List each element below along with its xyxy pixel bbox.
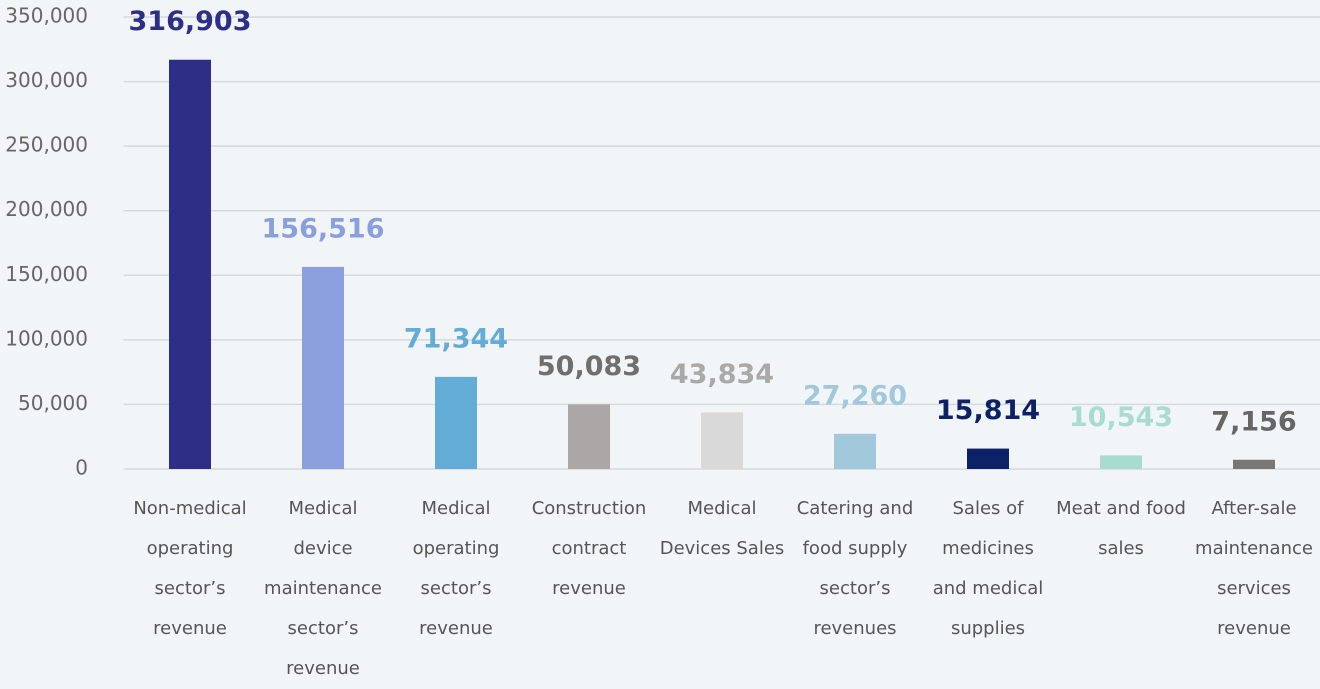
chart: 0 50,000 100,000 150,000 200,000 250,000 300,0… bbox=[5, 4, 1320, 480]
value-label: 15,814 bbox=[936, 395, 1040, 426]
bar bbox=[701, 412, 743, 469]
y-tick-label: 50,000 bbox=[18, 391, 88, 415]
value-label: 50,083 bbox=[537, 351, 641, 382]
x-tick-label: Construction contract revenue bbox=[531, 498, 647, 599]
x-tick-label: Sales of medicines and medical supplies bbox=[932, 498, 1044, 639]
value-label: 156,516 bbox=[262, 213, 385, 244]
x-tick-label: Meat and food sales bbox=[1056, 498, 1186, 559]
x-tick-label: Medical Devices Sales bbox=[659, 498, 785, 559]
bar bbox=[967, 448, 1009, 469]
bar bbox=[568, 404, 610, 469]
bar bbox=[302, 266, 344, 469]
bar bbox=[1233, 459, 1275, 469]
value-label: 10,543 bbox=[1069, 402, 1173, 433]
bar bbox=[834, 433, 876, 469]
y-tick-label: 250,000 bbox=[5, 133, 88, 157]
y-tick-label: 200,000 bbox=[5, 197, 88, 221]
value-label: 27,260 bbox=[803, 380, 907, 411]
value-label: 7,156 bbox=[1211, 406, 1296, 437]
y-tick-label: 0 bbox=[75, 456, 88, 480]
bar bbox=[169, 59, 211, 470]
x-tick-label: Non-medical operating sector’s revenue bbox=[133, 498, 247, 639]
bar bbox=[435, 376, 477, 469]
value-label: 316,903 bbox=[129, 6, 252, 37]
y-tick-label: 100,000 bbox=[5, 326, 88, 350]
value-label: 43,834 bbox=[670, 359, 774, 390]
bar bbox=[1100, 455, 1142, 469]
value-label: 71,344 bbox=[404, 323, 508, 354]
y-tick-label: 300,000 bbox=[5, 68, 88, 92]
y-tick-label: 350,000 bbox=[5, 4, 88, 28]
x-tick-label: Medical operating sector’s revenue bbox=[412, 498, 500, 639]
x-tick-label: After-sale maintenance services revenue bbox=[1195, 498, 1313, 639]
x-tick-label: Catering and food supply sector’s revenu… bbox=[796, 498, 914, 639]
x-tick-label: Medical device maintenance sector’s reve… bbox=[264, 498, 382, 679]
y-tick-label: 150,000 bbox=[5, 262, 88, 286]
page: 0 50,000 100,000 150,000 200,000 250,000 300,0… bbox=[5, 3, 1320, 679]
